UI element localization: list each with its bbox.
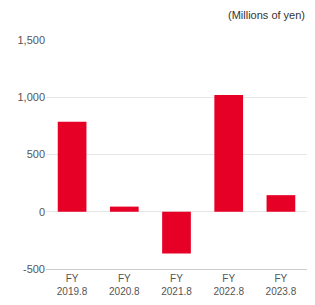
svg-text:FY2023.8: FY2023.8 [266,273,297,297]
svg-text:FY2019.8: FY2019.8 [57,273,88,297]
svg-text:1,500: 1,500 [17,34,45,46]
svg-text:500: 500 [27,148,45,160]
svg-text:(Millions of yen): (Millions of yen) [228,9,305,21]
svg-text:1,000: 1,000 [17,91,45,103]
svg-text:-500: -500 [23,263,45,275]
svg-text:0: 0 [39,206,45,218]
svg-text:FY2022.8: FY2022.8 [213,273,244,297]
svg-text:FY2021.8: FY2021.8 [161,273,192,297]
svg-text:FY2020.8: FY2020.8 [109,273,140,297]
